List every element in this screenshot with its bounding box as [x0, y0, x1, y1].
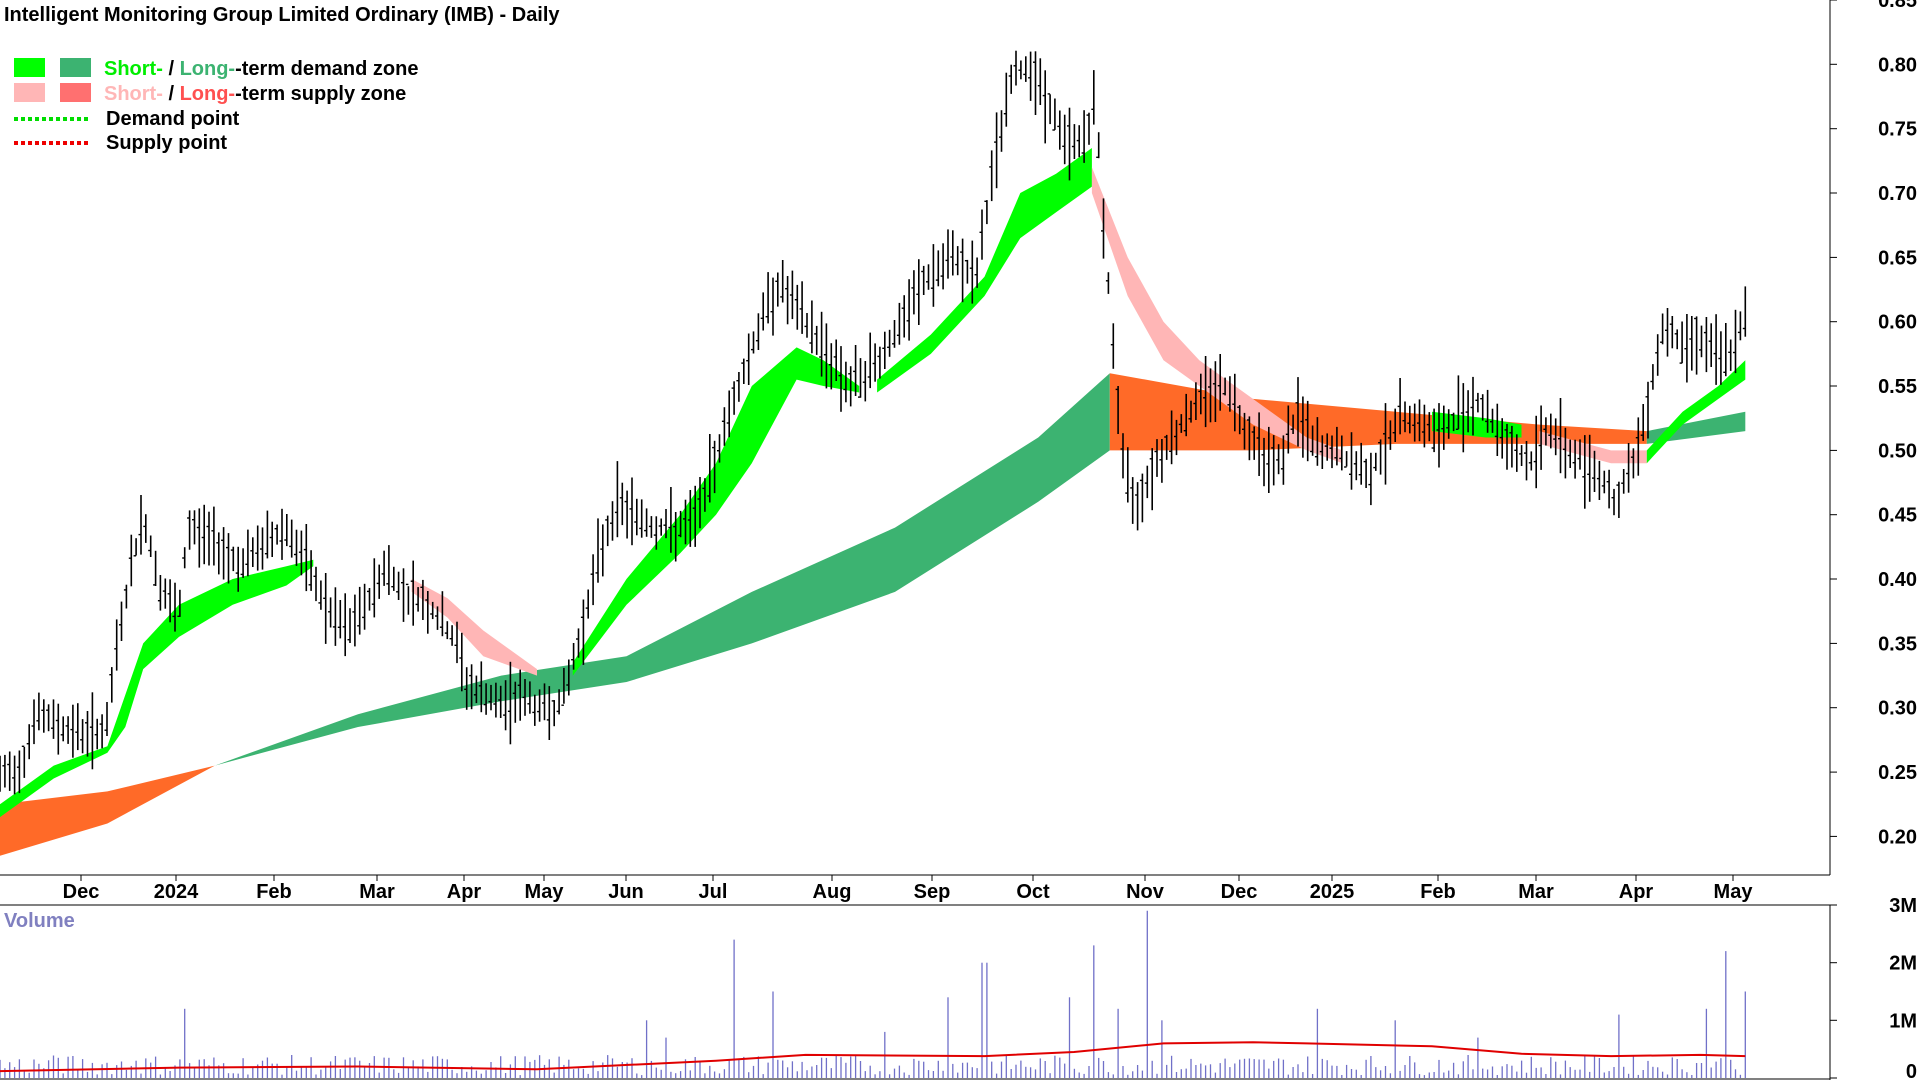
price-tick-label: 0.30 [1878, 698, 1917, 720]
volume-tick-label: 3M [1889, 895, 1917, 917]
price-tick-label: 0.20 [1878, 826, 1917, 848]
time-tick-label: Apr [1619, 881, 1654, 903]
time-tick-label: 2024 [154, 881, 199, 903]
volume-axis-ticks: 3M 2M 1M 0 [1830, 895, 1917, 1080]
price-tick-label: 0.80 [1878, 54, 1917, 76]
legend-long-demand-swatch [60, 58, 91, 77]
legend-short-supply-swatch [14, 83, 45, 102]
short-demand-zone-7 [877, 148, 1092, 393]
volume-bars [0, 910, 1746, 1078]
price-tick-label: 0.45 [1878, 505, 1917, 527]
legend-supply-zone-label: Short- / Long--term supply zone [104, 83, 406, 105]
price-tick-label: 0.35 [1878, 633, 1917, 655]
price-axis-ticks: 0.85 0.80 0.75 0.70 0.65 0.60 0.55 0.50 0.45 0.40… [1830, 0, 1917, 848]
price-tick-label: 0.75 [1878, 119, 1917, 141]
price-tick-label: 0.50 [1878, 440, 1917, 462]
short-demand-zone-11 [1646, 360, 1746, 464]
time-tick-label: Feb [1420, 881, 1456, 903]
volume-panel-title: Volume [4, 910, 75, 932]
short-supply-zone-10 [1539, 431, 1647, 464]
legend-short-demand-swatch [14, 58, 45, 77]
volume-tick-label: 1M [1889, 1010, 1917, 1032]
time-tick-label: Mar [359, 881, 395, 903]
time-tick-label: Dec [1221, 881, 1258, 903]
time-tick-label: Apr [447, 881, 482, 903]
price-bars [0, 50, 1747, 795]
legend: Short- / Long--term demand zone Short- /… [14, 58, 418, 154]
price-tick-label: 0.70 [1878, 183, 1917, 205]
time-tick-label: Nov [1126, 881, 1165, 903]
short-supply-zone-8 [1091, 167, 1343, 464]
time-tick-label: Aug [813, 881, 852, 903]
time-tick-label: Jun [608, 881, 644, 903]
legend-demand-point-label: Demand point [106, 108, 240, 130]
price-tick-label: 0.65 [1878, 247, 1917, 269]
volume-tick-label: 2M [1889, 953, 1917, 975]
time-tick-label: Sep [914, 881, 951, 903]
short-demand-zone-6 [572, 347, 860, 676]
time-tick-label: Feb [256, 881, 292, 903]
price-tick-label: 0.55 [1878, 376, 1917, 398]
legend-supply-point-label: Supply point [106, 132, 227, 154]
price-tick-label: 0.40 [1878, 569, 1917, 591]
price-tick-label: 0.85 [1878, 0, 1917, 12]
time-tick-label: Dec [63, 881, 100, 903]
time-tick-label: 2025 [1310, 881, 1355, 903]
time-tick-label: Mar [1518, 881, 1554, 903]
volume-tick-label: 0 [1906, 1061, 1917, 1080]
price-tick-label: 0.25 [1878, 762, 1917, 784]
short-demand-zone-4 [0, 559, 314, 818]
legend-long-supply-swatch [60, 83, 91, 102]
price-tick-label: 0.60 [1878, 312, 1917, 334]
time-tick-label: May [1714, 881, 1754, 903]
legend-demand-zone-label: Short- / Long--term demand zone [104, 58, 418, 80]
time-tick-label: May [525, 881, 565, 903]
chart-title: Intelligent Monitoring Group Limited Ord… [4, 4, 560, 26]
time-tick-label: Oct [1016, 881, 1050, 903]
time-axis-ticks: Dec 2024 Feb Mar Apr May Jun Jul Aug Sep Oct Nov Dec… [63, 875, 1754, 903]
time-tick-label: Jul [699, 881, 728, 903]
long-supply-zone-1 [0, 765, 215, 856]
volume-moving-average-line [0, 1041, 1746, 1073]
